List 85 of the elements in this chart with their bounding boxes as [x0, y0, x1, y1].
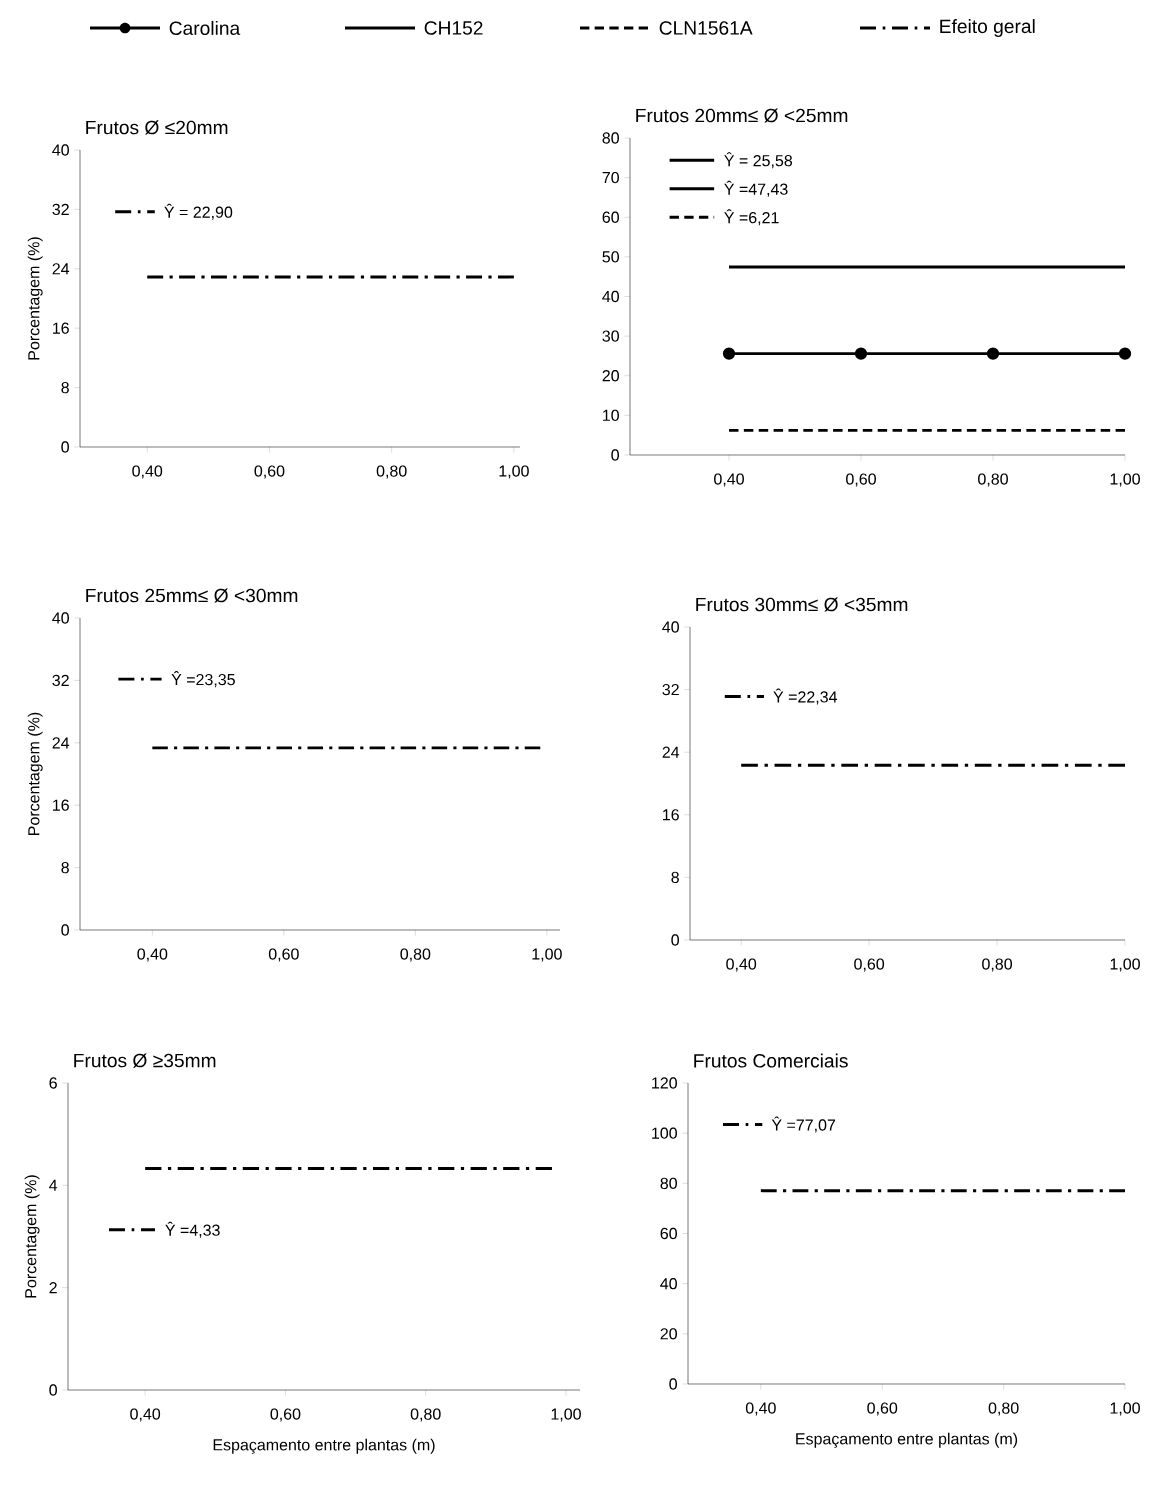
y-tick-label: 40: [660, 1278, 677, 1290]
x-tick-label: 0,80: [376, 465, 407, 479]
x-tick-label: 0,40: [132, 465, 163, 479]
x-tick-label: 0,40: [714, 473, 744, 487]
y-tick-label: 100: [652, 1127, 677, 1139]
x-tick-label: 0,60: [867, 1402, 898, 1416]
y-tick-label: 30: [602, 330, 619, 342]
y-tick-label: 0: [611, 449, 619, 461]
x-axis-title: Espaçamento entre plantas (m): [796, 1432, 1018, 1448]
legend-label: CLN1561A: [659, 21, 753, 35]
y-tick-label: 60: [660, 1227, 677, 1240]
legend-label: Efeito geral: [940, 19, 1035, 37]
y-tick-label: 0: [671, 934, 679, 946]
y-tick-label: 0: [49, 1384, 57, 1396]
y-axis-title: Porcentagem (%): [27, 712, 43, 835]
y-tick-label: 40: [602, 290, 619, 303]
x-tick-label: 0,80: [400, 948, 431, 962]
y-tick-label: 40: [52, 612, 69, 624]
y-tick-label: 16: [53, 799, 69, 811]
y-tick-label: 4: [49, 1179, 58, 1191]
y-tick-label: 24: [662, 746, 680, 758]
x-tick-label: 0,40: [130, 1408, 161, 1422]
y-tick-label: 2: [49, 1282, 57, 1294]
x-tick-label: 0,60: [854, 958, 885, 972]
legend-label: Carolina: [169, 20, 241, 36]
x-axis-title: Espaçamento entre plantas (m): [213, 1438, 435, 1454]
x-tick-label: 1,00: [551, 1408, 581, 1422]
chart-title: Frutos Ø ≥35mm: [74, 1053, 216, 1068]
chart-title: Frutos 25mm≤ Ø <30mm: [86, 588, 298, 603]
annotation: Ŷ =23,35: [171, 671, 235, 688]
y-tick-label: 24: [52, 263, 70, 275]
x-tick-label: 0,60: [268, 948, 299, 962]
y-tick-label: 8: [671, 871, 679, 884]
y-axis-title: Porcentagem (%): [27, 237, 43, 360]
legend-label: CH152: [424, 21, 483, 35]
y-tick-label: 40: [52, 144, 69, 156]
y-tick-label: 32: [52, 203, 69, 216]
annotation: Ŷ =77,07: [771, 1116, 836, 1133]
y-tick-label: 120: [652, 1077, 677, 1089]
y-tick-label: 0: [61, 441, 69, 453]
x-tick-label: 0,40: [726, 958, 757, 972]
y-tick-label: 16: [663, 809, 679, 821]
y-tick-label: 16: [53, 322, 69, 334]
x-tick-label: 0,60: [254, 465, 285, 479]
y-tick-label: 20: [602, 370, 619, 382]
y-tick-label: 80: [602, 132, 619, 144]
x-tick-label: 0,60: [270, 1408, 301, 1422]
x-tick-label: 1,00: [532, 948, 562, 962]
y-tick-label: 6: [49, 1077, 57, 1089]
x-tick-label: 1,00: [499, 465, 529, 479]
y-tick-label: 0: [669, 1378, 677, 1390]
x-tick-label: 1,00: [1110, 1402, 1140, 1416]
chart-title: Frutos Comerciais: [694, 1053, 848, 1068]
y-tick-label: 8: [61, 861, 69, 874]
annotation: Ŷ = 22,90: [164, 203, 233, 220]
y-tick-label: 70: [602, 171, 619, 184]
annotation: Ŷ =47,43: [724, 180, 788, 197]
y-tick-label: 32: [662, 683, 679, 696]
chart-title: Frutos 20mm≤ Ø <25mm: [636, 108, 848, 123]
annotation: Ŷ =4,33: [165, 1221, 220, 1238]
x-tick-label: 0,80: [978, 473, 1008, 487]
annotation: Ŷ =22,34: [773, 688, 838, 705]
chart-title: Frutos 30mm≤ Ø <35mm: [696, 597, 908, 612]
y-tick-label: 32: [52, 674, 69, 687]
y-tick-label: 60: [602, 211, 619, 223]
annotation: Ŷ = 25,58: [724, 152, 793, 169]
y-tick-label: 40: [662, 621, 679, 633]
y-tick-label: 80: [660, 1177, 677, 1189]
x-tick-label: 0,80: [982, 958, 1013, 972]
y-tick-label: 20: [660, 1328, 677, 1340]
y-axis-title: Porcentagem (%): [24, 1175, 40, 1298]
x-tick-label: 0,40: [745, 1402, 776, 1416]
y-tick-label: 50: [602, 251, 619, 263]
annotation: Ŷ =6,21: [724, 209, 779, 226]
y-tick-label: 10: [603, 409, 619, 422]
y-tick-label: 24: [52, 737, 70, 749]
chart-title: Frutos Ø ≤20mm: [86, 120, 228, 135]
y-tick-label: 8: [61, 381, 69, 394]
x-tick-label: 0,80: [410, 1408, 441, 1422]
x-tick-label: 0,40: [137, 948, 168, 962]
x-tick-label: 1,00: [1110, 958, 1140, 972]
x-tick-label: 1,00: [1110, 473, 1140, 487]
x-tick-label: 0,80: [988, 1402, 1019, 1416]
x-tick-label: 0,60: [846, 473, 876, 487]
y-tick-label: 0: [61, 924, 69, 936]
